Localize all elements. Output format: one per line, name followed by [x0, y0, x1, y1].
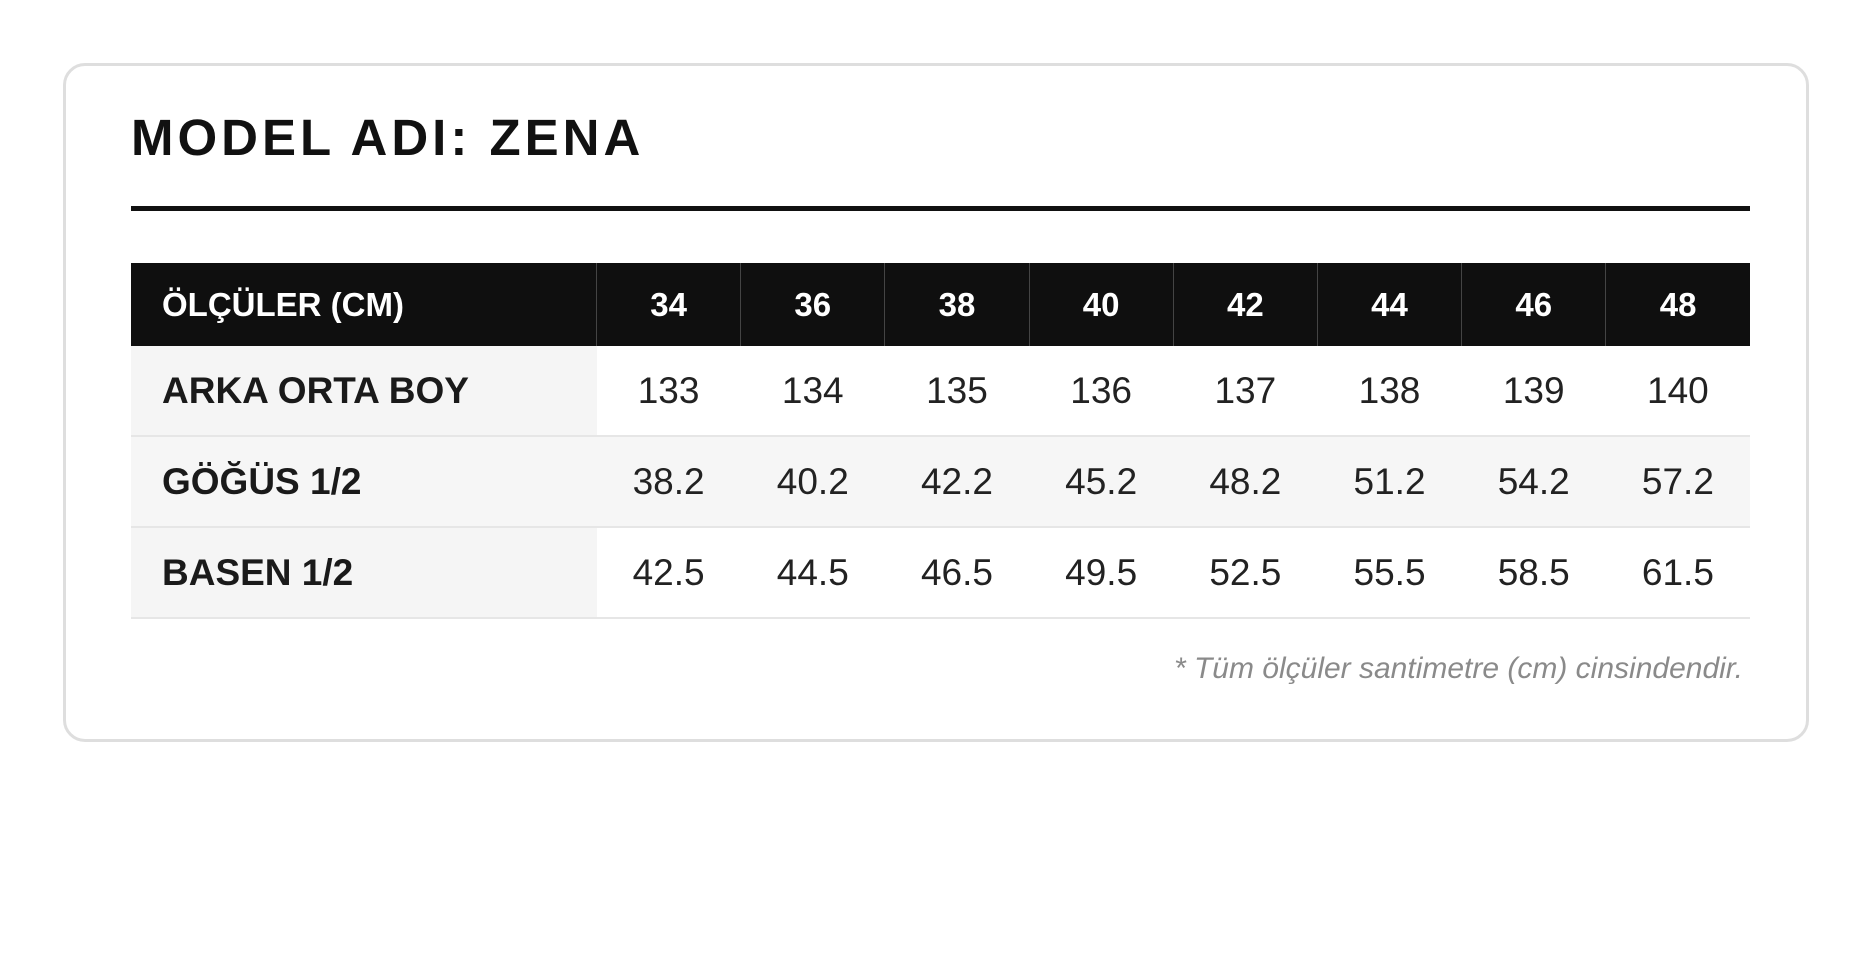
- row-label: GÖĞÜS 1/2: [131, 436, 597, 528]
- measure-cell: 46.5: [884, 527, 1030, 619]
- measure-cell: 49.5: [1029, 527, 1174, 619]
- size-table: ÖLÇÜLER (CM) 34 36 38 40 42 44 46 48 ARKA ORTA B…: [131, 263, 1750, 619]
- measure-cell: 138: [1317, 346, 1462, 437]
- size-header: 48: [1605, 263, 1750, 346]
- size-header: 40: [1028, 263, 1174, 346]
- table-row: GÖĞÜS 1/2 38.2 40.2 42.2 45.2 48.2 51.2 54.2 57.…: [131, 436, 1750, 528]
- header-label: ÖLÇÜLER (CM): [131, 263, 597, 346]
- measure-cell: 140: [1605, 346, 1750, 437]
- footnote: * Tüm ölçüler santimetre (cm) cinsindend…: [1173, 652, 1743, 685]
- measure-cell: 55.5: [1317, 527, 1462, 619]
- table-row: BASEN 1/2 42.5 44.5 46.5 49.5 52.5 55.5 58.5 61.…: [131, 527, 1750, 619]
- measure-cell: 54.2: [1461, 436, 1606, 528]
- table-row: ARKA ORTA BOY 133 134 135 136 137 138 139 140: [131, 346, 1750, 437]
- table-body: ARKA ORTA BOY 133 134 135 136 137 138 139 140 GÖĞ…: [131, 346, 1750, 619]
- measure-cell: 44.5: [740, 527, 885, 619]
- measure-cell: 45.2: [1029, 436, 1174, 528]
- size-header: 42: [1172, 263, 1318, 346]
- header-row: ÖLÇÜLER (CM) 34 36 38 40 42 44 46 48: [131, 263, 1750, 346]
- size-header: 36: [740, 263, 885, 346]
- size-header: 46: [1461, 263, 1606, 346]
- title: MODEL ADI: ZENA: [131, 109, 645, 166]
- measure-cell: 48.2: [1173, 436, 1318, 528]
- measure-cell: 57.2: [1605, 436, 1750, 528]
- measure-cell: 61.5: [1605, 527, 1750, 619]
- size-header: 44: [1316, 263, 1462, 346]
- measure-cell: 136: [1029, 346, 1174, 437]
- measure-cell: 42.2: [884, 436, 1030, 528]
- measure-cell: 58.5: [1461, 527, 1606, 619]
- measure-cell: 137: [1173, 346, 1318, 437]
- measure-cell: 40.2: [740, 436, 885, 528]
- measure-cell: 135: [884, 346, 1030, 437]
- row-label: ARKA ORTA BOY: [131, 346, 597, 437]
- measure-cell: 38.2: [596, 436, 741, 528]
- row-label: BASEN 1/2: [131, 527, 597, 619]
- measure-cell: 52.5: [1173, 527, 1318, 619]
- measure-cell: 134: [740, 346, 885, 437]
- size-card: MODEL ADI: ZENA ÖLÇÜLER (CM) 34 36 38 40 42 44…: [63, 63, 1809, 742]
- measure-cell: 133: [596, 346, 741, 437]
- measure-cell: 42.5: [596, 527, 741, 619]
- measure-cell: 139: [1461, 346, 1606, 437]
- measure-cell: 51.2: [1317, 436, 1462, 528]
- size-header: 34: [595, 263, 741, 346]
- divider: [131, 206, 1750, 211]
- size-header: 38: [884, 263, 1030, 346]
